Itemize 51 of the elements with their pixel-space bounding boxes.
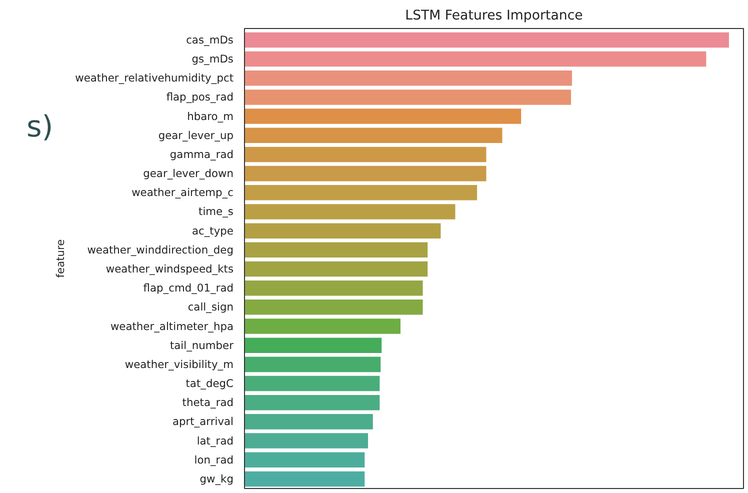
text: s) [26,110,54,144]
bar [244,70,572,86]
bar [244,338,382,353]
bar [244,32,729,48]
bar [244,280,423,296]
bar [244,433,368,448]
y-tick-label: flap_pos_rad [166,90,234,104]
bar [244,146,486,162]
y-tick-label: gamma_rad [170,148,234,161]
y-tick-label: tat_degC [186,377,234,390]
y-tick-label: flap_cmd_01_rad [143,282,234,295]
y-tick-label: weather_visibility_m [124,358,234,371]
y-tick-label: weather_altimeter_hpa [110,320,234,333]
bar [244,452,365,468]
y-tick-label: ac_type [192,224,234,238]
bar [244,300,423,315]
y-tick-label: gs_mDs [192,52,234,66]
bar [244,376,380,392]
y-tick-label: gear_lever_down [143,167,234,180]
bar [244,128,502,144]
y-tick-label: gear_lever_up [158,128,234,142]
bar [244,51,706,67]
y-axis-title: feature [54,239,68,278]
bar [244,414,373,430]
y-tick-label: time_s [198,205,234,218]
bar [244,90,572,105]
bar [244,394,380,410]
chart-title: LSTM Features Importance [405,8,583,24]
y-tick-label: weather_airtemp_c [132,186,234,200]
y-tick-label: weather_relativehumidity_pct [75,72,234,85]
y-tick-label: theta_rad [182,396,234,410]
bar [244,223,441,238]
bar [244,261,428,277]
bar [244,242,428,258]
y-tick-label: aprt_arrival [172,415,234,428]
bar [244,166,486,182]
y-tick-label: gw_kg [200,472,234,486]
bar [244,356,381,372]
y-tick-label: tail_number [170,338,234,352]
y-tick-label: lat_rad [196,434,234,448]
y-tick-label: call_sign [188,300,234,314]
bar [244,318,400,334]
y-tick-label: weather_windspeed_kts [106,262,234,276]
bar [244,185,478,200]
y-tick-label: hbaro_m [187,110,234,123]
bar [244,108,522,124]
y-tick-label: weather_winddirection_deg [87,243,234,256]
y-tick-label: lon_rad [194,453,234,466]
bar [244,471,365,487]
y-tick-label: cas_mDs [186,33,234,46]
bar [244,204,456,220]
